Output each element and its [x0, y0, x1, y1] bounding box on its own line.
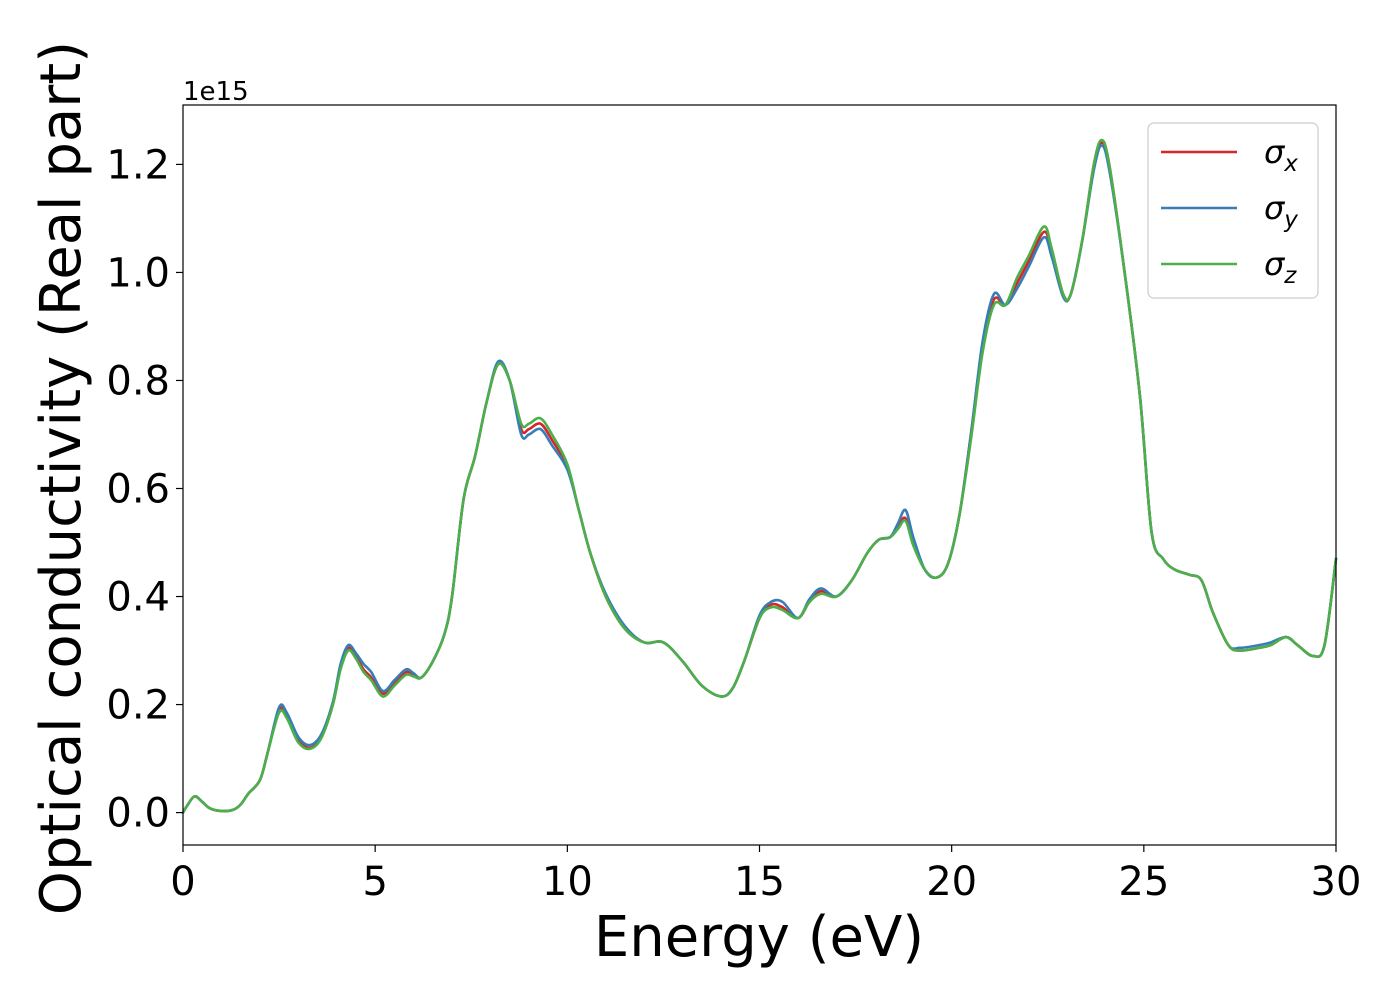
y-tick-label: 1.0: [106, 250, 170, 296]
x-tick-label: 25: [1118, 859, 1169, 905]
plot-area: [183, 105, 1336, 845]
y-tick-label: 0.2: [106, 683, 170, 729]
x-tick-label: 5: [362, 859, 387, 905]
x-tick-label: 15: [734, 859, 785, 905]
legend-label-sigma-x: σx: [1264, 133, 1298, 177]
legend: σx σy σz: [1147, 122, 1319, 299]
legend-label-sigma-z: σz: [1264, 245, 1297, 289]
y-axis-title: Optical conductivity (Real part): [29, 41, 94, 915]
y-tick-label: 0.4: [106, 575, 170, 621]
y-axis-offset-text: 1e15: [183, 77, 249, 107]
x-tick-label: 20: [926, 859, 977, 905]
x-tick-label: 10: [542, 859, 593, 905]
y-axis-ticks: 0.0 0.2 0.4 0.6 0.8 1.0 1.2: [106, 142, 183, 837]
y-tick-label: 0.0: [106, 791, 170, 837]
x-axis-ticks: 0 5 10 15 20 25 30: [170, 845, 1361, 905]
y-tick-label: 0.6: [106, 467, 170, 513]
x-tick-label: 30: [1311, 859, 1362, 905]
legend-label-sigma-y: σy: [1264, 189, 1298, 233]
y-tick-label: 1.2: [106, 142, 170, 188]
y-tick-label: 0.8: [106, 358, 170, 404]
x-axis-title: Energy (eV): [594, 905, 924, 970]
x-tick-label: 0: [170, 859, 195, 905]
series-line-sigma-z: [181, 138, 1338, 814]
legend-frame: [1147, 122, 1319, 299]
series-layer: [181, 138, 1338, 814]
legend-items: σx σy σz: [1161, 133, 1298, 289]
